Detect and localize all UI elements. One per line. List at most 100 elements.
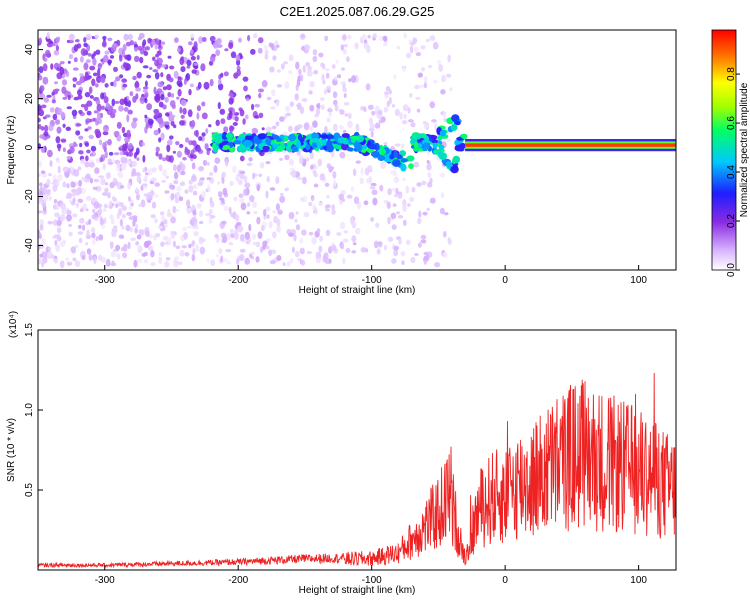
heatmap-cell [221,134,227,140]
heatmap-cell [77,166,82,171]
heatmap-cell [135,93,139,100]
heatmap-cell [89,65,96,71]
heatmap-cell [225,132,234,139]
heatmap-cell [38,233,43,240]
heatmap-cell [233,196,238,202]
heatmap-cell [347,34,352,40]
heatmap-cell [342,139,349,145]
heatmap-cell [56,107,63,116]
heatmap-cell [396,211,400,215]
heatmap-cell [205,212,212,217]
heatmap-cell [80,158,86,165]
heatmap-cell [341,67,345,71]
heatmap-cell [311,132,320,140]
heatmap-cell [280,192,284,197]
heatmap-cell [188,88,192,96]
heatmap-cell [430,135,438,140]
heatmap-cell [43,57,48,62]
heatmap-cell [199,246,206,255]
heatmap-cell [407,119,414,123]
heatmap-cell [68,223,72,228]
heatmap-cell [316,228,321,233]
heatmap-cell [309,125,314,132]
heatmap-cell [393,74,397,80]
heatmap-cell [303,122,310,131]
heatmap-cell [93,256,97,265]
y-tick-label: 20 [24,93,35,105]
heatmap-cell [68,231,73,237]
heatmap-cell [291,169,297,178]
heatmap-cell [60,138,67,143]
heatmap-cell [154,108,160,117]
heatmap-cell [166,212,173,218]
heatmap-cell [104,150,108,159]
heatmap-cell [83,42,88,48]
heatmap-cell [288,70,293,75]
heatmap-cell [139,96,146,105]
heatmap-cell [349,217,355,225]
heatmap-cell [127,33,133,41]
y-tick-label: -40 [24,238,35,253]
heatmap-cell [66,209,72,215]
heatmap-cell [224,48,229,52]
heatmap-cell [309,104,315,112]
heatmap-cell [92,117,96,122]
heatmap-cell [251,103,255,111]
heatmap-cell [50,63,54,70]
heatmap-cell [252,233,257,240]
heatmap-cell [438,152,447,161]
heatmap-cell [432,41,439,50]
colorbar-label: Normalized spectral amplitude [739,82,750,217]
heatmap-cell [121,225,125,230]
heatmap-cell [170,216,177,224]
heatmap-cell [429,101,436,109]
heatmap-cell [460,133,468,139]
heatmap-cell [131,120,137,129]
heatmap-cell [160,215,166,221]
heatmap-cell [392,159,401,167]
heatmap-cell [154,43,158,50]
heatmap-cell [75,203,79,207]
x-tick-label: -200 [228,275,248,286]
heatmap-cell [70,246,77,254]
heatmap-cell [81,255,86,261]
heatmap-cell [136,234,142,240]
heatmap-cell [170,114,176,118]
heatmap-cell [389,153,395,160]
heatmap-cell [257,47,263,54]
heatmap-cell [90,227,96,233]
heatmap-cell [215,134,222,142]
heatmap-cell [40,146,46,153]
heatmap-cell [316,107,320,116]
heatmap-cell [95,99,101,105]
heatmap-cell [110,218,115,225]
heatmap-cell [440,172,445,178]
heatmap-cell [286,140,294,146]
heatmap-cell [162,157,167,162]
heatmap-cell [117,253,121,260]
heatmap-cell [70,201,76,206]
heatmap-cell [296,140,301,149]
heatmap-cell [391,104,395,108]
heatmap-cell [369,185,376,190]
heatmap-cell [251,127,257,135]
heatmap-cell [158,252,162,257]
heatmap-cell [343,44,348,48]
heatmap-cell [96,75,102,84]
heatmap-cell [173,70,179,79]
heatmap-cell [452,155,461,164]
heatmap-cell [201,101,206,107]
heatmap-cell [383,42,388,47]
heatmap-cell [332,171,337,179]
heatmap-cell [206,149,210,156]
heatmap-cell [82,224,86,231]
heatmap-cell [186,225,192,229]
heatmap-cell [38,194,44,202]
heatmap-cell [218,142,224,149]
heatmap-cell [368,144,378,150]
heatmap-cell [243,175,248,183]
heatmap-cell [326,117,331,123]
heatmap-cell [240,170,246,175]
heatmap-cell [253,211,258,214]
heatmap-cell [421,67,425,72]
